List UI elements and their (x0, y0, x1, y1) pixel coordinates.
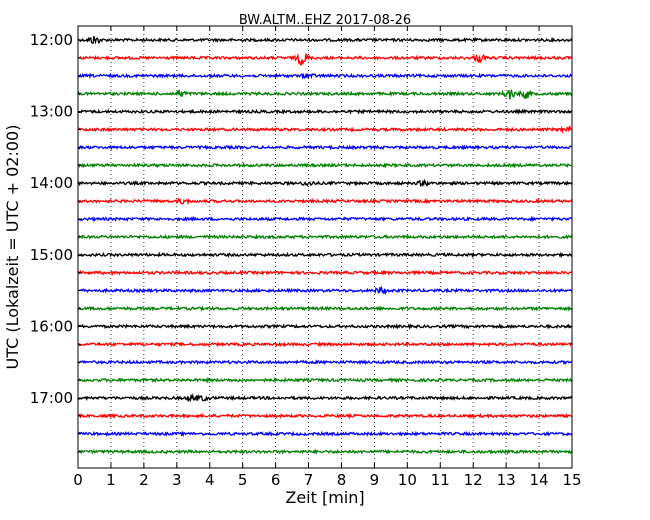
x-tick-label: 15 (562, 471, 581, 489)
plot-area (78, 26, 572, 468)
x-tick-label: 0 (73, 471, 83, 489)
x-tick-label: 4 (205, 471, 215, 489)
trace-line (77, 251, 573, 259)
trace-line (77, 233, 573, 240)
x-tick-label: 13 (497, 471, 516, 489)
chart-title: BW.ALTM..EHZ 2017-08-26 (239, 13, 411, 28)
x-tick-label: 2 (139, 471, 149, 489)
y-tick-label: 13:00 (30, 103, 73, 121)
x-axis-label: Zeit [min] (285, 488, 364, 507)
x-tick-label: 11 (431, 471, 450, 489)
y-tick-label: 17:00 (30, 389, 73, 407)
x-tick-label: 9 (370, 471, 380, 489)
x-tick-label: 1 (106, 471, 116, 489)
trace-line (77, 359, 573, 366)
x-axis-ticks: 0 1 2 3 4 5 6 7 8 9 10 11 12 13 14 15 (73, 26, 582, 489)
trace-line (77, 376, 573, 384)
trace-line (77, 323, 573, 330)
trace-line (77, 393, 573, 403)
x-tick-label: 12 (464, 471, 483, 489)
y-axis-ticks: 12:00 13:00 14:00 15:00 16:00 17:00 (30, 31, 572, 453)
x-tick-label: 14 (530, 471, 549, 489)
trace-line (77, 197, 573, 206)
y-tick-label: 16:00 (30, 317, 73, 335)
trace-line (77, 448, 573, 455)
trace-line (77, 53, 573, 66)
trace-line (77, 162, 572, 169)
trace-line (77, 341, 573, 348)
y-axis-label: UTC (Lokalzeit = UTC + 02:00) (3, 125, 22, 370)
y-tick-label: 12:00 (30, 31, 73, 49)
traces (77, 35, 573, 455)
trace-line (77, 108, 573, 115)
x-tick-label: 7 (304, 471, 314, 489)
trace-line (77, 269, 573, 276)
x-tick-label: 8 (337, 471, 347, 489)
x-tick-label: 5 (238, 471, 248, 489)
grid (110, 26, 540, 468)
trace-line (77, 412, 573, 420)
y-tick-label: 15:00 (30, 246, 73, 264)
plot-frame (77, 25, 573, 469)
y-tick-label: 14:00 (30, 174, 73, 192)
trace-line (77, 285, 573, 296)
trace-line (77, 305, 573, 312)
trace-line (77, 178, 573, 188)
trace-line (77, 430, 573, 438)
trace-line (77, 72, 573, 80)
x-tick-label: 6 (271, 471, 281, 489)
trace-line (77, 125, 573, 134)
trace-line (77, 144, 573, 151)
trace-line (77, 35, 573, 45)
x-tick-label: 3 (172, 471, 182, 489)
trace-line (77, 89, 573, 100)
x-tick-label: 10 (398, 471, 417, 489)
trace-line (77, 215, 573, 223)
